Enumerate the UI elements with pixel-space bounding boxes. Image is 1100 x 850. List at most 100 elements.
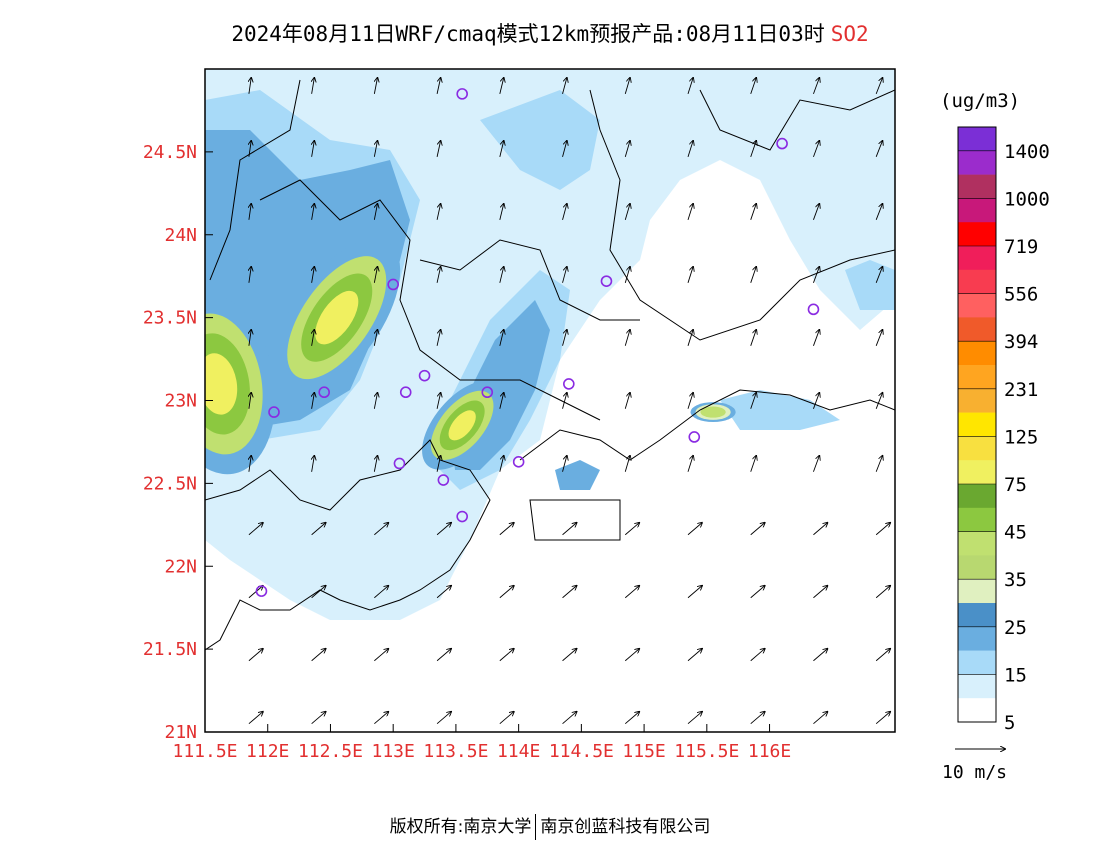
wind-arrow-18 (687, 141, 693, 157)
wind-arrow-79 (374, 523, 388, 536)
wind-arrow-58 (436, 393, 440, 409)
colorbar-swatch-16 (958, 507, 996, 532)
colorbar-swatch-1 (958, 150, 996, 175)
wind-arrow-38 (562, 267, 567, 283)
wind-arrow-4 (499, 78, 504, 94)
wind-arrow-84 (687, 523, 702, 536)
wind-arrow-106 (687, 649, 702, 662)
wind-arrow-98 (875, 586, 890, 599)
colorbar-swatch-24 (958, 698, 996, 723)
wind-arrow-115 (562, 712, 577, 725)
x-tick-label-4: 113.5E (423, 741, 488, 762)
wind-arrow-82 (562, 523, 577, 536)
station-marker-7 (399, 386, 412, 399)
wind-arrow-80 (436, 523, 451, 536)
wind-arrow-39 (624, 267, 630, 283)
copyright-owner: 版权所有:南京大学 (389, 817, 532, 837)
colorbar-label-4: 394 (1004, 331, 1038, 353)
wind-arrow-89 (311, 586, 326, 599)
wind-arrow-51 (687, 330, 693, 346)
wind-arrow-25 (436, 204, 440, 220)
wind-arrow-49 (562, 330, 567, 346)
colorbar-swatch-13 (958, 436, 996, 461)
wind-arrow-117 (687, 712, 702, 725)
wind-arrow-27 (562, 204, 567, 220)
wind-arrow-2 (373, 78, 377, 94)
wind-arrow-17 (624, 141, 630, 157)
wind-arrow-76 (875, 456, 882, 472)
x-tick-label-1: 112E (246, 741, 289, 762)
colorbar-label-11: 15 (1004, 664, 1027, 686)
wind-arrow-53 (813, 330, 819, 346)
wind-arrow-90 (374, 586, 388, 599)
wind-arrow-48 (499, 330, 504, 346)
x-tick-label-8: 115.5E (674, 741, 739, 762)
wind-arrow-14 (436, 141, 440, 157)
colorbar-swatch-9 (958, 341, 996, 366)
x-tick-label-7: 115E (622, 741, 665, 762)
wind-arrow-33 (249, 267, 251, 283)
colorbar-swatch-10 (958, 365, 996, 390)
y-tick-label-6: 21.5N (143, 639, 197, 660)
station-marker-14 (512, 456, 525, 468)
wind-arrow-32 (875, 204, 882, 220)
wind-arrow-31 (813, 204, 819, 220)
wind-arrow-0 (249, 78, 251, 94)
plume-3-ring-2 (700, 406, 726, 418)
wind-arrow-97 (813, 586, 827, 599)
wind-arrow-104 (562, 649, 577, 662)
wind-arrow-13 (373, 141, 377, 157)
station-marker-1 (776, 137, 788, 150)
wind-arrow-101 (374, 649, 388, 662)
wind-arrow-118 (750, 712, 765, 725)
y-tick-label-3: 23N (164, 391, 197, 412)
wind-arrow-46 (373, 330, 377, 346)
boundary-1 (259, 179, 601, 421)
colorbar-swatch-22 (958, 650, 996, 675)
field-level-15-ne (845, 260, 895, 310)
wind-arrow-120 (875, 712, 890, 725)
station-marker-10 (563, 378, 575, 390)
colorbar-label-10: 25 (1004, 617, 1027, 639)
station-marker-9 (481, 386, 494, 399)
wind-arrow-8 (750, 78, 756, 95)
colorbar-swatch-17 (958, 531, 996, 556)
wind-arrow-65 (875, 393, 882, 409)
wind-arrow-54 (875, 330, 882, 346)
wind-arrow-45 (312, 330, 315, 346)
station-marker-4 (807, 303, 820, 316)
wind-arrow-99 (248, 649, 263, 662)
boundary-2 (589, 89, 895, 341)
wind-arrow-36 (436, 267, 440, 283)
wind-arrow-95 (687, 586, 702, 599)
wind-arrow-47 (436, 330, 440, 346)
wind-arrow-68 (373, 456, 377, 472)
wind-arrow-72 (624, 456, 630, 472)
wind-arrow-35 (373, 267, 377, 283)
copyright-separator (535, 814, 537, 840)
wind-arrow-107 (750, 649, 765, 662)
wind-arrow-57 (373, 393, 377, 409)
coastline-east (519, 389, 895, 461)
wind-arrow-44 (249, 330, 251, 346)
colorbar-swatch-7 (958, 293, 996, 318)
colorbar-swatch-23 (958, 674, 996, 699)
station-marker-6 (268, 406, 280, 418)
wind-arrow-108 (813, 649, 827, 662)
wind-arrow-103 (499, 649, 514, 662)
plume-1-ring-3 (315, 290, 359, 345)
station-marker-3 (600, 275, 613, 287)
wind-arrow-93 (562, 586, 577, 599)
wind-arrow-29 (687, 204, 693, 220)
colorbar-swatch-14 (958, 460, 996, 485)
wind-arrow-73 (687, 456, 693, 472)
wind-arrow-43 (875, 267, 882, 283)
wind-arrow-30 (750, 204, 756, 220)
colorbar-swatch-2 (958, 174, 996, 199)
station-marker-13 (456, 510, 468, 523)
y-tick-label-4: 22.5N (143, 473, 197, 494)
y-tick-label-7: 21N (164, 722, 197, 743)
wind-arrow-12 (312, 141, 315, 157)
wind-arrow-22 (249, 204, 251, 220)
station-marker-11 (393, 457, 406, 470)
